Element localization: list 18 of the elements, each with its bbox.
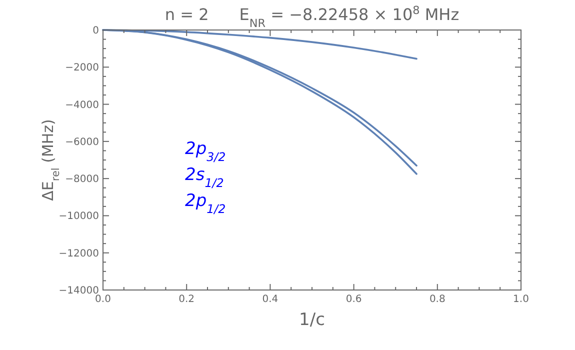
x-axis-title: 1/c bbox=[299, 310, 325, 330]
y-tick-label: −8000 bbox=[65, 174, 99, 186]
x-tick-label: 1.0 bbox=[513, 294, 529, 305]
x-tick-label: 0.0 bbox=[95, 294, 111, 305]
x-tick-label: 0.6 bbox=[346, 294, 362, 305]
y-tick-label: −6000 bbox=[65, 136, 99, 148]
x-tick-label: 0.4 bbox=[262, 294, 278, 305]
x-tick-label: 0.2 bbox=[178, 294, 195, 305]
chart-title: n = 2 E$_{NR}$ = −8.22458 × 10$^{8}$ MHz bbox=[164, 4, 460, 30]
y-tick-label: −10000 bbox=[58, 211, 99, 222]
annotation: 2s$_{1/2}$ bbox=[185, 165, 224, 190]
y-tick-label: −2000 bbox=[65, 62, 99, 74]
annotation: 2p$_{3/2}$ bbox=[185, 139, 226, 164]
y-tick-label: −4000 bbox=[65, 100, 99, 111]
y-tick-label: −12000 bbox=[58, 248, 99, 260]
annotation: 2p$_{1/2}$ bbox=[185, 191, 226, 216]
y-tick-label: 0 bbox=[92, 26, 99, 36]
x-tick-label: 0.8 bbox=[429, 294, 446, 305]
